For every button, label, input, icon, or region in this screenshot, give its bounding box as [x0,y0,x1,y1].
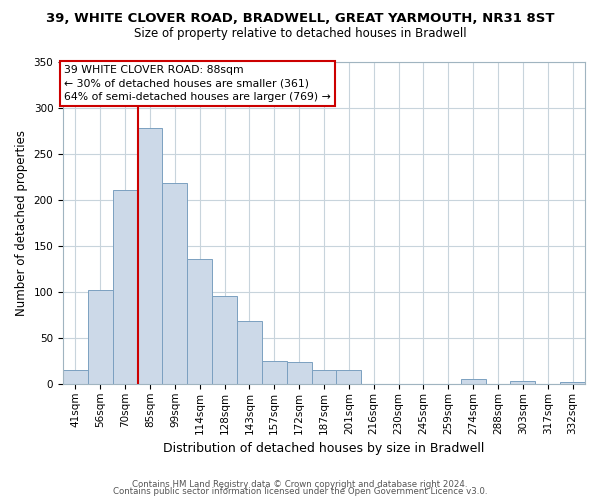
Bar [88,290,113,384]
Text: Contains HM Land Registry data © Crown copyright and database right 2024.: Contains HM Land Registry data © Crown c… [132,480,468,489]
Y-axis label: Number of detached properties: Number of detached properties [15,130,28,316]
Bar [461,380,485,384]
Text: Size of property relative to detached houses in Bradwell: Size of property relative to detached ho… [134,28,466,40]
Text: 39, WHITE CLOVER ROAD, BRADWELL, GREAT YARMOUTH, NR31 8ST: 39, WHITE CLOVER ROAD, BRADWELL, GREAT Y… [46,12,554,26]
Bar [212,296,237,384]
Bar [63,370,88,384]
Bar [560,382,585,384]
Bar [511,381,535,384]
Text: Contains public sector information licensed under the Open Government Licence v3: Contains public sector information licen… [113,488,487,496]
Bar [163,183,187,384]
Bar [287,362,311,384]
Bar [113,190,137,384]
Bar [337,370,361,384]
Bar [187,258,212,384]
Bar [262,361,287,384]
Text: 39 WHITE CLOVER ROAD: 88sqm
← 30% of detached houses are smaller (361)
64% of se: 39 WHITE CLOVER ROAD: 88sqm ← 30% of det… [64,65,331,102]
Bar [137,128,163,384]
Bar [311,370,337,384]
X-axis label: Distribution of detached houses by size in Bradwell: Distribution of detached houses by size … [163,442,485,455]
Bar [237,322,262,384]
